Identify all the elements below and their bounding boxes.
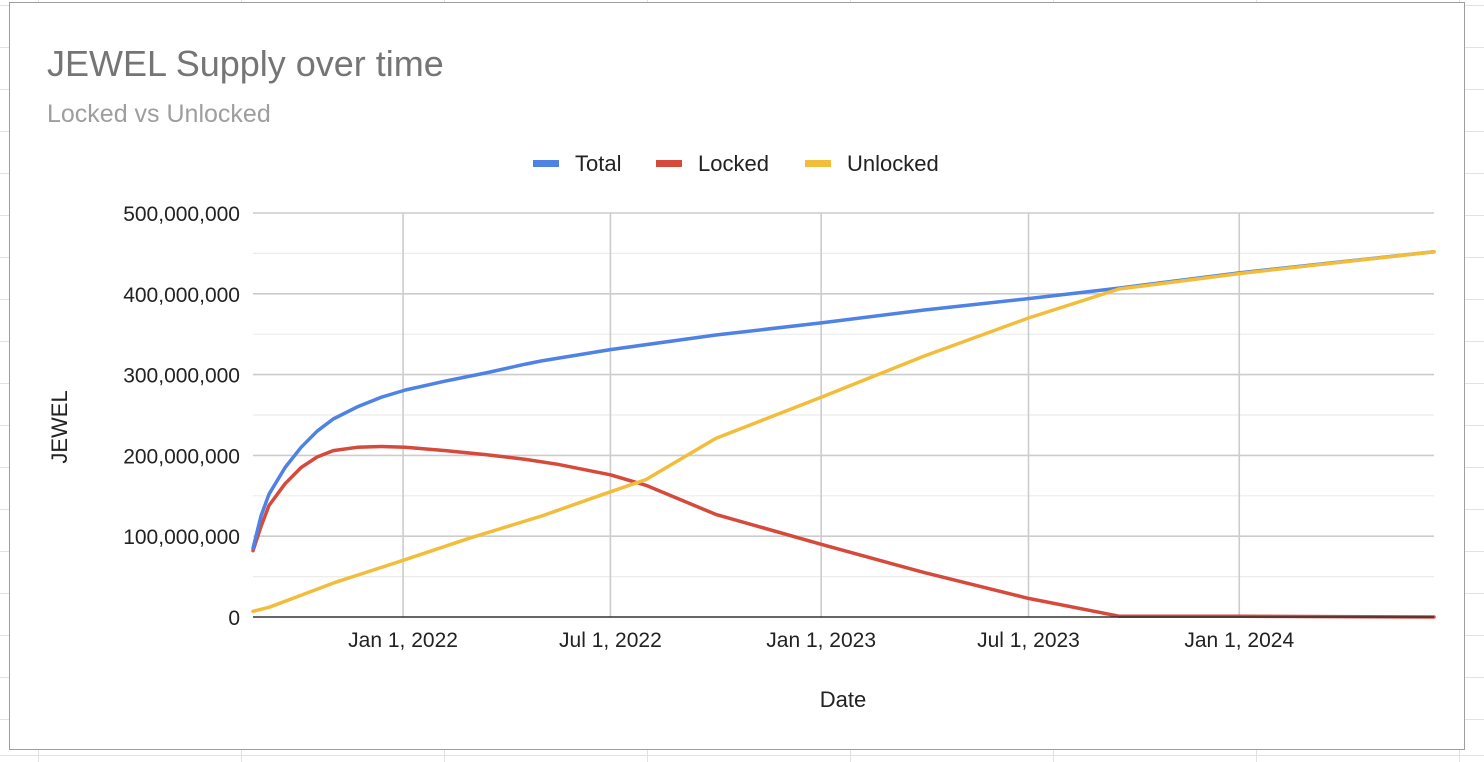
x-tick-label: Jul 1, 2023	[977, 629, 1080, 652]
legend-swatch-locked	[656, 160, 682, 167]
series-line-locked	[251, 444, 1436, 619]
legend-swatch-unlocked	[805, 160, 831, 167]
y-tick-label: 200,000,000	[123, 445, 240, 468]
series-line-total	[251, 250, 1436, 551]
chart-container[interactable]	[9, 2, 1465, 750]
legend-label-locked: Locked	[698, 151, 769, 176]
series-line-unlocked	[251, 250, 1436, 614]
x-tick-label: Jul 1, 2022	[559, 629, 662, 652]
x-tick-label: Jan 1, 2024	[1184, 629, 1294, 652]
legend: Total Locked Unlocked	[533, 151, 939, 176]
series-lines	[251, 250, 1436, 619]
y-tick-label: 300,000,000	[123, 365, 240, 388]
legend-label-total: Total	[575, 151, 621, 176]
y-tick-label: 100,000,000	[123, 526, 240, 549]
major-gridlines	[253, 212, 1434, 617]
minor-gridlines	[253, 252, 1434, 578]
x-axis-tick-labels: Jan 1, 2022 Jul 1, 2022 Jan 1, 2023 Jul 1, …	[348, 629, 1294, 652]
x-axis-label: Date	[820, 687, 866, 712]
chart-subtitle: Locked vs Unlocked	[47, 100, 271, 128]
y-tick-label: 500,000,000	[123, 203, 240, 226]
y-axis-label: JEWEL	[47, 390, 72, 463]
chart-title: JEWEL Supply over time	[47, 43, 444, 84]
x-tick-label: Jan 1, 2023	[766, 629, 876, 652]
y-axis-tick-labels: 0 100,000,000 200,000,000 300,000,000 400,00…	[123, 203, 240, 630]
legend-label-unlocked: Unlocked	[847, 151, 939, 176]
y-tick-label: 400,000,000	[123, 284, 240, 307]
legend-swatch-total	[533, 160, 559, 167]
x-tick-label: Jan 1, 2022	[348, 629, 458, 652]
y-tick-label: 0	[228, 607, 240, 630]
